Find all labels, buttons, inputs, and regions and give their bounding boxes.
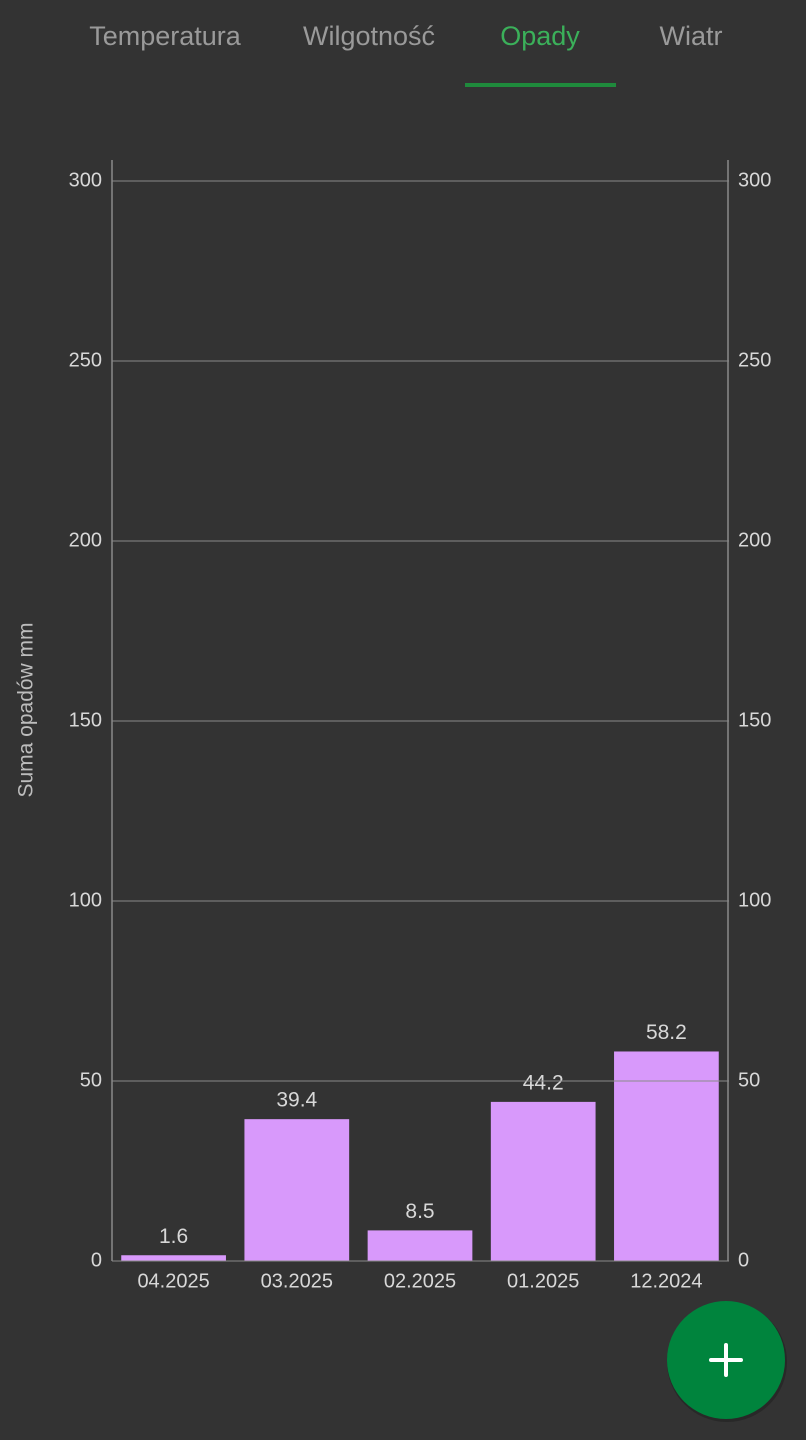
tab-label[interactable]: Wilgotność: [303, 21, 435, 51]
bar: [121, 1255, 226, 1261]
y2-tick-label: 150: [738, 709, 771, 731]
value-label: 8.5: [405, 1200, 434, 1223]
y-tick-label: 50: [80, 1069, 102, 1091]
bar: [367, 1230, 473, 1261]
y-tick-label: 100: [69, 889, 102, 911]
tab-label[interactable]: Opady: [500, 21, 580, 51]
tab-label[interactable]: Temperatura: [89, 21, 242, 51]
bar: [244, 1119, 350, 1261]
y2-tick-label: 250: [738, 349, 771, 371]
x-tick-label: 03.2025: [261, 1270, 333, 1292]
y2-tick-label: 200: [738, 529, 771, 551]
fab-plus-icon: [709, 1343, 743, 1377]
value-label: 39.4: [276, 1089, 317, 1112]
tab-indicator: [465, 83, 616, 87]
y-tick-label: 250: [69, 349, 102, 371]
y2-tick-label: 100: [738, 889, 771, 911]
x-tick-label: 01.2025: [507, 1270, 579, 1292]
y-tick-label: 300: [69, 169, 102, 191]
y-axis-label: Suma opadów mm: [15, 622, 38, 797]
y-tick-label: 200: [69, 529, 102, 551]
bar: [614, 1051, 719, 1261]
value-label: 44.2: [523, 1071, 564, 1094]
x-tick-label: 04.2025: [137, 1270, 209, 1292]
bar: [490, 1101, 596, 1261]
value-label: 58.2: [646, 1021, 687, 1044]
x-tick-label: 02.2025: [384, 1270, 456, 1292]
y-tick-label: 0: [91, 1249, 102, 1271]
y-tick-label: 150: [69, 709, 102, 731]
y2-tick-label: 50: [738, 1069, 760, 1091]
tab-label[interactable]: Wiatr: [660, 21, 723, 51]
y2-tick-label: 0: [738, 1249, 749, 1271]
x-tick-label: 12.2024: [630, 1270, 702, 1292]
y2-tick-label: 300: [738, 169, 771, 191]
value-label: 1.6: [159, 1225, 188, 1248]
fab[interactable]: [667, 1301, 787, 1422]
